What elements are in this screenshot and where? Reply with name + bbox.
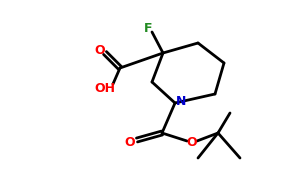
Text: O: O <box>125 137 135 150</box>
Text: N: N <box>176 94 186 108</box>
Text: O: O <box>95 44 105 57</box>
Text: F: F <box>144 22 152 34</box>
Text: OH: OH <box>94 81 116 94</box>
Text: O: O <box>187 137 197 150</box>
